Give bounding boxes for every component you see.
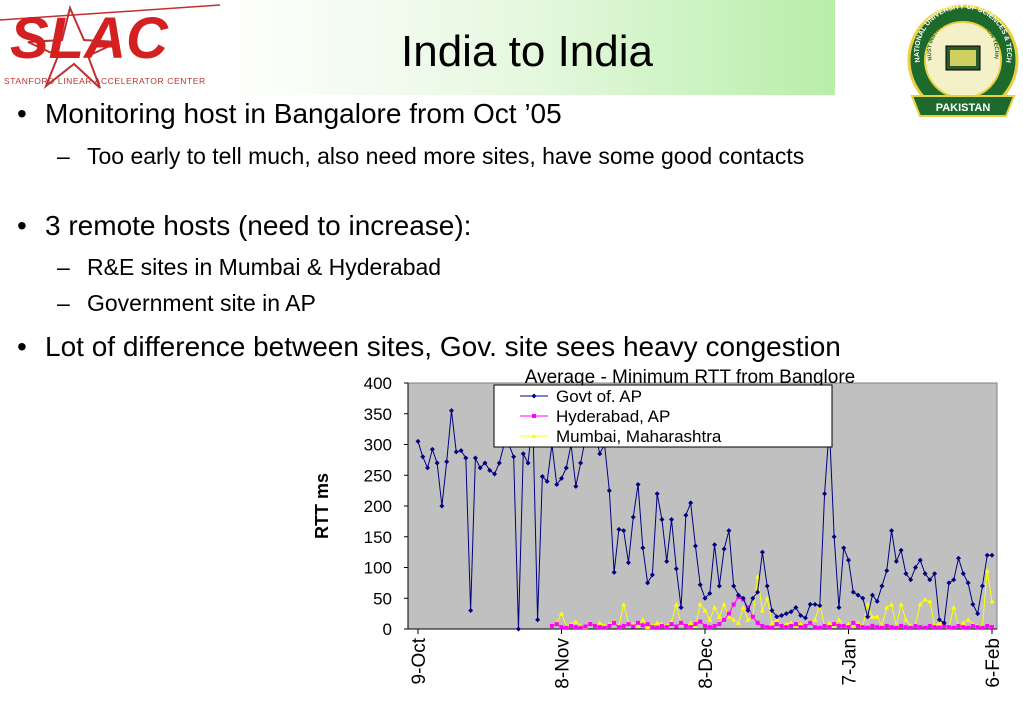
sub-bullet: Too early to tell much, also need more s… <box>57 143 967 170</box>
bullet: Monitoring host in Bangalore from Oct ’0… <box>17 98 925 130</box>
bullet: 3 remote hosts (need to increase): <box>17 210 925 242</box>
logo-caption: Stanford Linear Accelerator Center <box>4 76 206 86</box>
sub-bullet: R&E sites in Mumbai & Hyderabad <box>57 254 967 281</box>
logo-label: PAKISTAN <box>936 102 991 114</box>
slac-logo: SLAC Stanford Linear Accelerator Center <box>0 4 221 90</box>
bullet: Lot of difference between sites, Gov. si… <box>17 331 910 363</box>
slide-title: India to India <box>401 27 653 76</box>
title-box <box>220 0 835 95</box>
logo-text: SLAC <box>10 6 169 71</box>
sub-bullet: Government site in AP <box>57 290 967 317</box>
